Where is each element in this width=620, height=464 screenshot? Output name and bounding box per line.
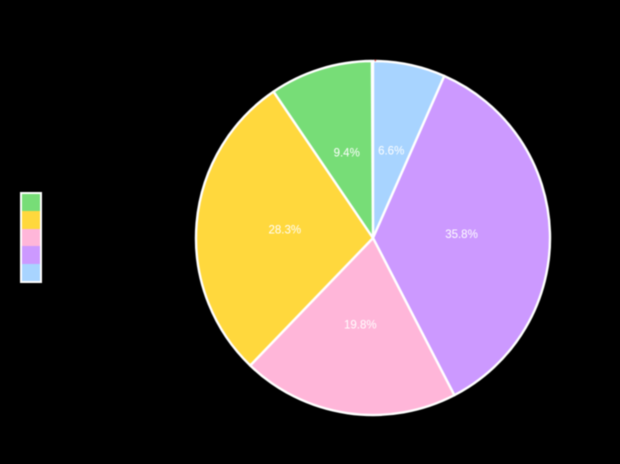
svg-text:6.6%: 6.6% (378, 145, 404, 157)
svg-text:9.4%: 9.4% (334, 148, 360, 160)
svg-text:28.3%: 28.3% (268, 225, 301, 237)
svg-text:19.8%: 19.8% (344, 320, 377, 332)
svg-text:35.8%: 35.8% (445, 229, 478, 241)
